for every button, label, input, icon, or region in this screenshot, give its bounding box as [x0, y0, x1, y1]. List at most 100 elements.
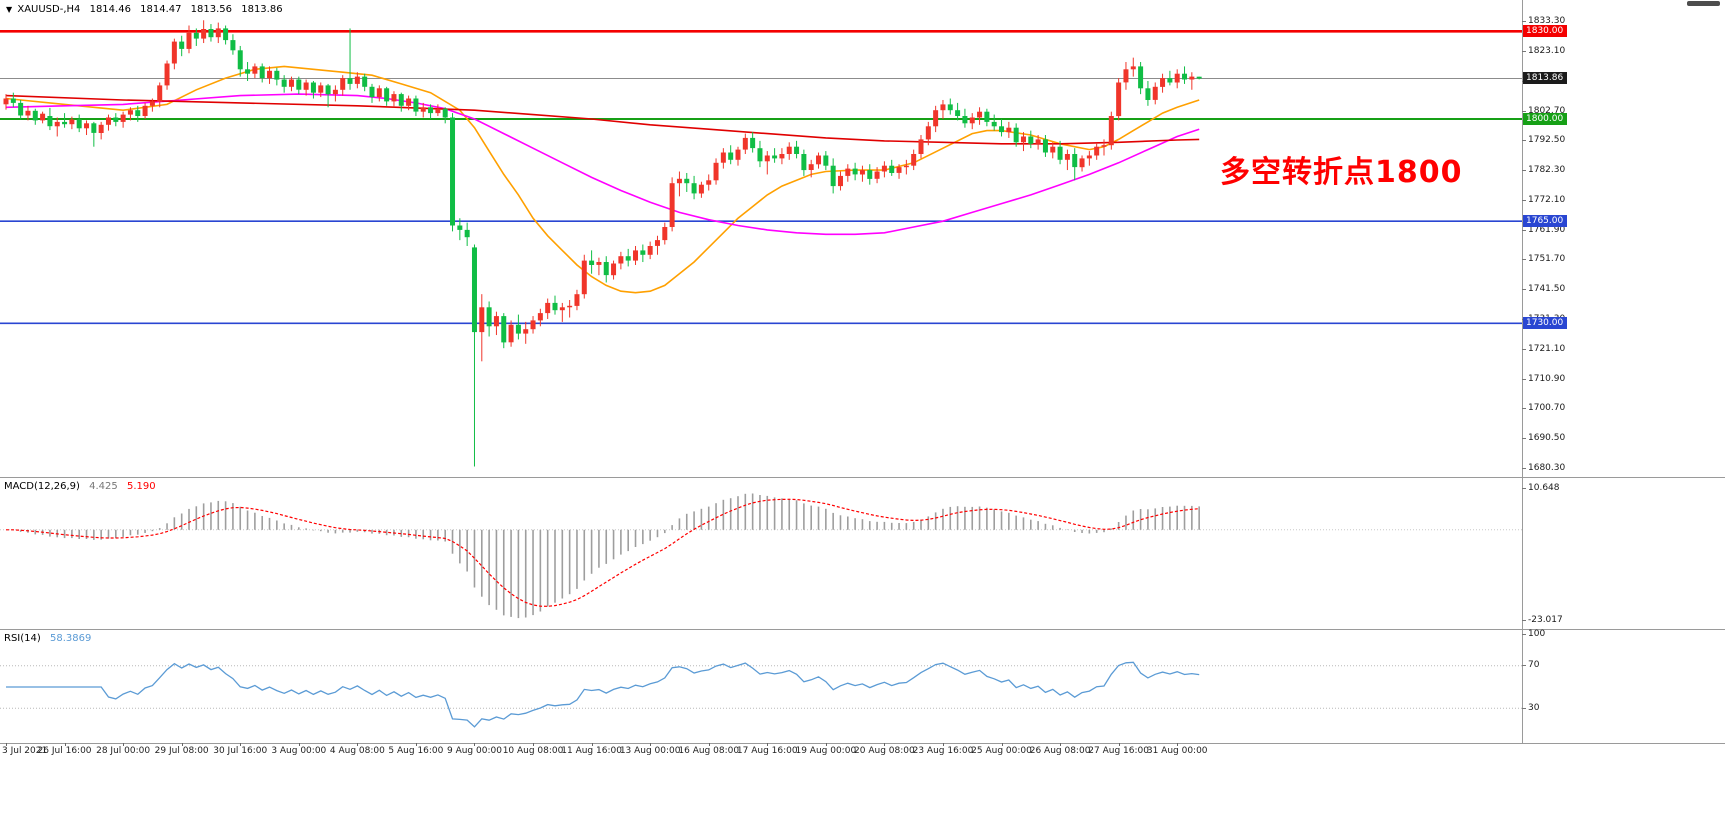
candle-body-up	[669, 183, 675, 227]
candle-body-up	[567, 305, 573, 308]
ohlc-open: 1814.46	[89, 4, 131, 15]
candle-body-up	[654, 240, 660, 246]
candle-body-down	[728, 152, 734, 160]
horizontal-scrollbar-thumb[interactable]	[1687, 1, 1720, 6]
candle-body-up	[215, 28, 221, 38]
time-axis-tick	[474, 743, 476, 746]
candle-body-up	[267, 70, 273, 79]
ma-mid-magenta	[5, 93, 1200, 236]
time-axis-tick	[1001, 743, 1003, 746]
ma-slow-red	[5, 94, 1200, 145]
candle-body-up	[69, 119, 75, 125]
candle-body-up	[420, 107, 426, 112]
candle-body-up	[3, 98, 9, 105]
candle-body-up	[1108, 116, 1114, 146]
candle-body-up	[837, 175, 843, 187]
candle-body-up	[157, 85, 163, 102]
time-label: 11 Aug 16:00	[561, 746, 622, 756]
candle-body-down	[955, 110, 961, 116]
candle-body-up	[859, 170, 865, 175]
time-label: 3 Jul 2021	[2, 746, 48, 756]
candle-body-up	[742, 137, 748, 150]
candle-body-down	[801, 154, 807, 171]
time-label: 10 Aug 08:00	[502, 746, 564, 756]
rsi-scale-tick	[1522, 665, 1526, 667]
candle-body-up	[105, 117, 111, 125]
price-tick-label: 1761.90	[1528, 224, 1566, 235]
macd-scale-min-label: -23.017	[1528, 614, 1563, 625]
candle-body-down	[830, 165, 836, 187]
candle-body-up	[354, 76, 360, 84]
candle-body-up	[252, 66, 258, 74]
macd-indicator-pane[interactable]	[0, 478, 1522, 628]
collapse-triangle-icon[interactable]: ▼	[6, 5, 13, 14]
candle-body-up	[925, 126, 931, 140]
candle-body-up	[764, 155, 770, 162]
pivot-1800-badge: 1800.00	[1523, 112, 1567, 125]
candle-body-down	[413, 98, 419, 112]
resistance-1830-badge: 1830.00	[1523, 25, 1567, 38]
candle-body-up	[201, 29, 207, 39]
macd-scale-tick	[1522, 619, 1526, 621]
candle-body-up	[1094, 146, 1100, 156]
candle-body-up	[406, 98, 412, 106]
candle-body-down	[450, 117, 456, 226]
candle-body-up	[735, 149, 741, 160]
candle-body-down	[281, 79, 287, 87]
candle-body-down	[984, 111, 990, 122]
candle-body-up	[376, 88, 382, 98]
candle-body-down	[369, 86, 375, 97]
support-1765-badge: 1765.00	[1523, 215, 1567, 228]
candle-body-down	[1042, 139, 1048, 153]
macd-scale-max-label: 10.648	[1528, 482, 1560, 493]
candle-body-down	[1013, 127, 1019, 143]
macd-header: MACD(12,26,9) 4.425 5.190	[4, 481, 162, 492]
time-axis-tick	[1177, 743, 1179, 746]
rsi-scale-label: 100	[1528, 628, 1546, 639]
candle-body-up	[98, 124, 104, 133]
time-axis-tick	[650, 743, 652, 746]
candle-body-down	[589, 260, 595, 265]
candle-body-down	[684, 178, 690, 184]
candle-body-up	[1035, 139, 1041, 144]
candle-body-up	[581, 260, 587, 295]
candle-body-up	[1086, 155, 1092, 159]
price-scale-tick	[1522, 110, 1526, 112]
time-label: 25 Aug 00:00	[971, 746, 1032, 756]
candle-body-down	[750, 137, 756, 149]
candle-body-down	[501, 316, 507, 343]
time-label: 26 Jul 16:00	[37, 746, 92, 756]
candle-body-down	[823, 155, 829, 166]
price-scale-border	[1522, 0, 1523, 744]
current-price-badge: 1813.86	[1523, 72, 1567, 85]
candle-body-up	[25, 110, 31, 116]
candle-body-up	[881, 165, 887, 172]
time-label: 30 Jul 16:00	[213, 746, 268, 756]
candle-body-down	[486, 307, 492, 327]
time-axis-tick	[1118, 743, 1120, 746]
time-label: 17 Aug 16:00	[736, 746, 798, 756]
candle-body-up	[1152, 86, 1158, 100]
price-scale-tick	[1522, 170, 1526, 172]
time-axis-tick	[825, 743, 827, 746]
time-axis-tick	[591, 743, 593, 746]
candle-body-down	[1138, 66, 1144, 89]
candle-body-down	[230, 40, 236, 51]
pane-separator[interactable]	[0, 477, 1725, 478]
candle-body-down	[1028, 136, 1034, 144]
time-axis-tick	[415, 743, 417, 746]
annotation-text[interactable]: 多空转折点1800	[1220, 155, 1463, 190]
candle-body-up	[1160, 78, 1166, 87]
price-chart-pane[interactable]	[0, 0, 1522, 477]
rsi-indicator-pane[interactable]	[0, 630, 1522, 742]
pane-separator[interactable]	[0, 629, 1725, 630]
candle-body-down	[947, 104, 953, 111]
candle-body-up	[40, 113, 46, 121]
candle-body-up	[84, 123, 90, 129]
candle-body-up	[523, 329, 529, 334]
candle-body-down	[135, 110, 141, 116]
candle-body-up	[808, 164, 814, 170]
price-scale-tick	[1522, 229, 1526, 231]
candle-body-down	[1072, 154, 1078, 168]
rsi-value: 58.3869	[49, 633, 92, 644]
